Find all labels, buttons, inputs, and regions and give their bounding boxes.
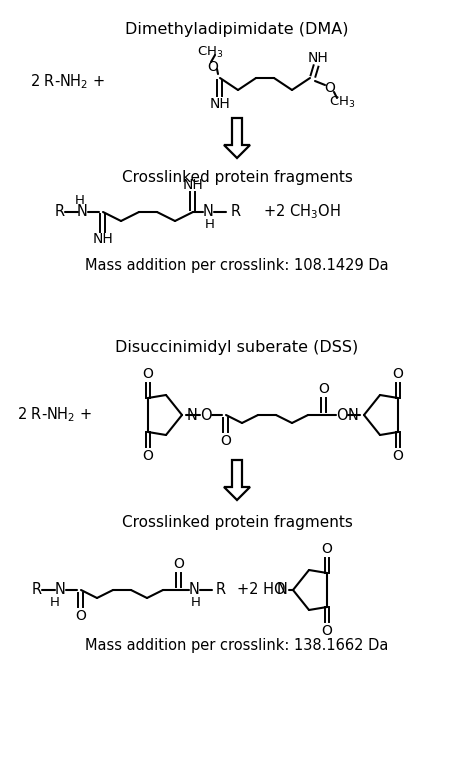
Text: CH$_3$: CH$_3$ <box>329 94 355 110</box>
Text: O: O <box>143 367 154 381</box>
Text: +2 CH$_3$OH: +2 CH$_3$OH <box>263 203 340 221</box>
Text: H: H <box>191 595 201 608</box>
Text: O: O <box>319 382 329 396</box>
Text: Crosslinked protein fragments: Crosslinked protein fragments <box>121 170 353 185</box>
Text: O: O <box>208 60 219 74</box>
Text: N: N <box>202 205 213 220</box>
Text: O: O <box>173 557 184 571</box>
Text: O: O <box>392 449 403 463</box>
Text: O: O <box>75 609 86 623</box>
Text: N: N <box>348 408 359 423</box>
Text: NH: NH <box>308 51 328 65</box>
Text: O: O <box>321 624 332 638</box>
Text: NH: NH <box>182 178 203 192</box>
Polygon shape <box>224 118 250 158</box>
Text: +2 HO: +2 HO <box>237 582 286 597</box>
Text: R: R <box>216 582 226 597</box>
Text: O: O <box>392 367 403 381</box>
Text: N: N <box>77 205 87 220</box>
Text: H: H <box>75 194 85 207</box>
Text: O: O <box>143 449 154 463</box>
Text: R: R <box>55 205 65 220</box>
Polygon shape <box>224 460 250 500</box>
Text: N: N <box>189 582 200 597</box>
Text: R: R <box>32 582 42 597</box>
Text: NH: NH <box>92 232 113 246</box>
Text: Crosslinked protein fragments: Crosslinked protein fragments <box>121 515 353 530</box>
Text: Mass addition per crosslink: 108.1429 Da: Mass addition per crosslink: 108.1429 Da <box>85 258 389 273</box>
Text: Mass addition per crosslink: 138.1662 Da: Mass addition per crosslink: 138.1662 Da <box>85 638 389 653</box>
Text: O: O <box>200 408 212 423</box>
Text: N: N <box>277 582 288 597</box>
Text: O: O <box>336 408 348 423</box>
Text: R: R <box>231 205 241 220</box>
Text: Disuccinimidyl suberate (DSS): Disuccinimidyl suberate (DSS) <box>115 340 359 355</box>
Text: O: O <box>321 542 332 556</box>
Text: N: N <box>187 408 198 423</box>
Text: H: H <box>50 595 60 608</box>
Text: O: O <box>325 81 336 95</box>
Text: Dimethyladipimidate (DMA): Dimethyladipimidate (DMA) <box>125 22 349 37</box>
Text: O: O <box>220 434 231 448</box>
Text: H: H <box>205 218 215 231</box>
Text: CH$_3$: CH$_3$ <box>197 44 223 60</box>
Text: 2 R-NH$_2$ +: 2 R-NH$_2$ + <box>18 406 92 424</box>
Text: 2 R-NH$_2$ +: 2 R-NH$_2$ + <box>30 73 106 91</box>
Text: NH: NH <box>210 97 230 111</box>
Text: N: N <box>55 582 65 597</box>
